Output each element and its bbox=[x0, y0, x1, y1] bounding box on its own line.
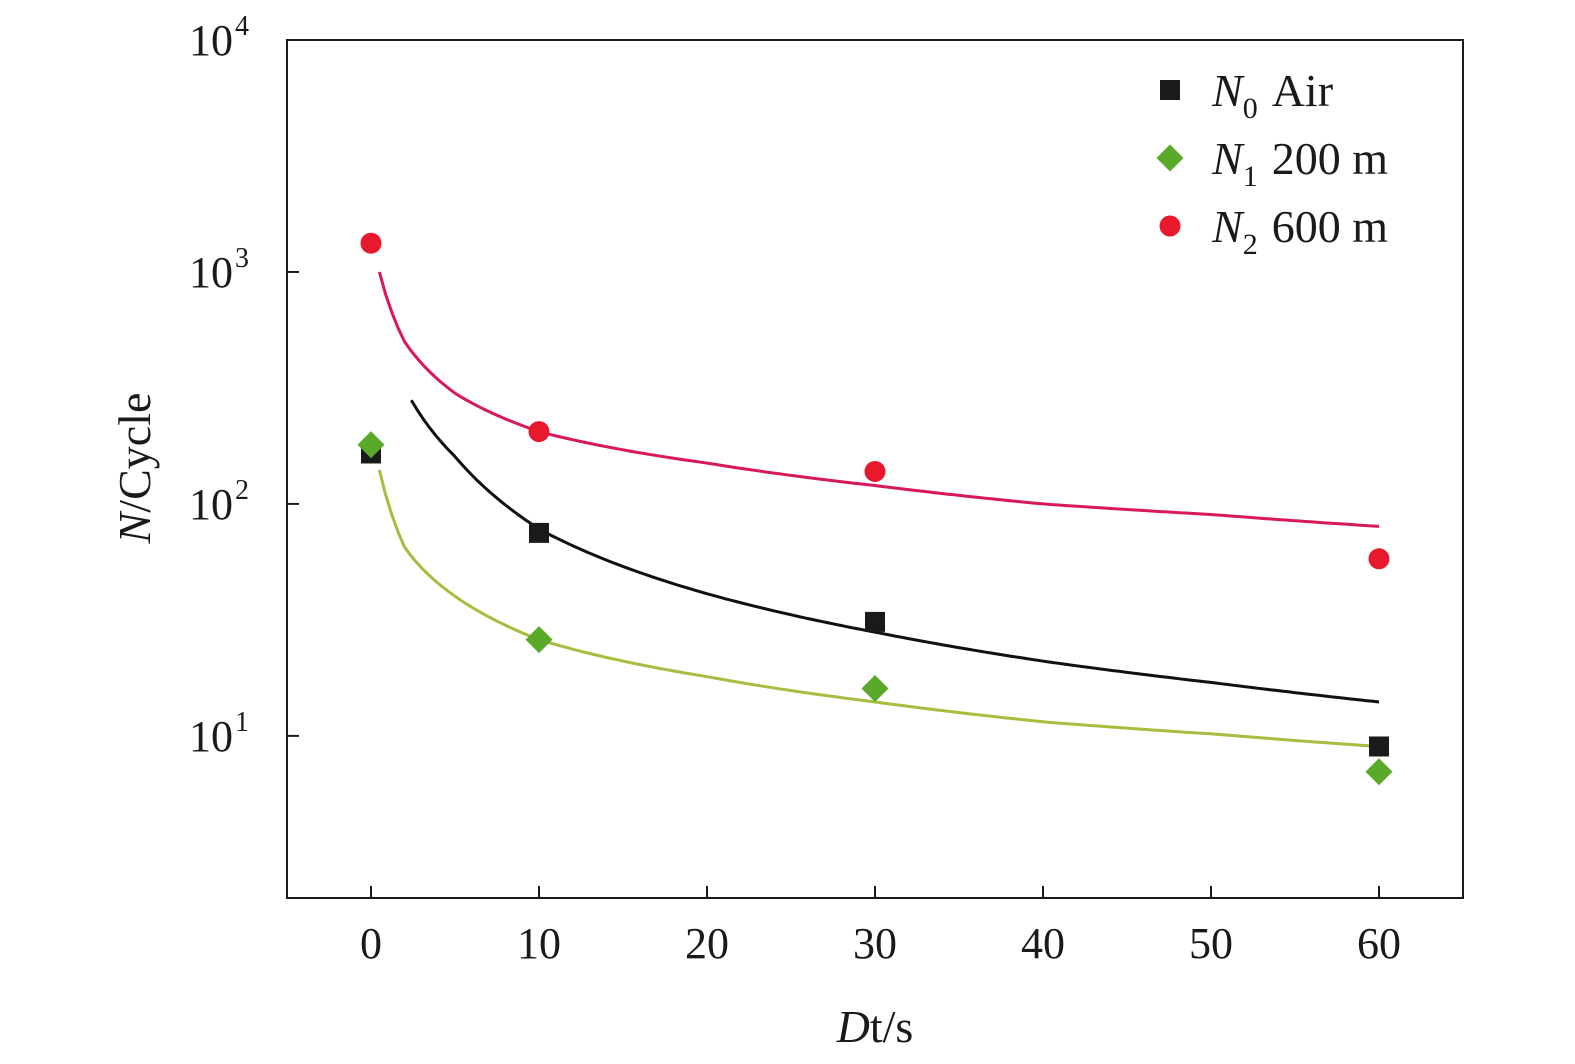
x-tick-label: 40 bbox=[1021, 919, 1065, 968]
y-axis-label-italic: N bbox=[109, 510, 160, 544]
y-tick-label: 102 bbox=[189, 475, 249, 529]
x-axis-label-rest: t/s bbox=[870, 1001, 913, 1052]
y-tick-base: 10 bbox=[189, 16, 233, 65]
y-tick-base: 10 bbox=[189, 480, 233, 529]
legend-label-n2: N2 600 m bbox=[1211, 201, 1388, 261]
legend-label-main: N bbox=[1211, 201, 1245, 252]
y-axis-label-rest: /Cycle bbox=[109, 393, 160, 513]
data-point-n1 bbox=[861, 675, 889, 703]
data-point-n1 bbox=[357, 431, 385, 459]
legend-marker-n1 bbox=[1156, 144, 1184, 172]
legend-label-n1: N1 200 m bbox=[1211, 133, 1388, 193]
legend-label-n0: N0 Air bbox=[1211, 65, 1333, 125]
data-point-n1 bbox=[525, 626, 553, 654]
legend-label-sub: 2 bbox=[1243, 228, 1258, 261]
data-point-n2 bbox=[864, 460, 886, 482]
y-tick-base: 10 bbox=[189, 248, 233, 297]
y-tick-label: 104 bbox=[189, 11, 249, 65]
legend-label-sub: 0 bbox=[1243, 92, 1258, 125]
fit-line-n2 bbox=[377, 271, 1380, 528]
x-tick-label: 50 bbox=[1189, 919, 1233, 968]
data-point-n0 bbox=[865, 611, 885, 632]
x-tick-label: 60 bbox=[1357, 919, 1401, 968]
fit-lines bbox=[377, 271, 1380, 748]
x-axis-label: Dt/s bbox=[836, 1001, 914, 1052]
y-tick-exponent: 3 bbox=[235, 243, 249, 274]
legend-label-sub: 1 bbox=[1243, 160, 1258, 193]
y-tick-exponent: 2 bbox=[235, 475, 249, 506]
x-tick-label: 0 bbox=[360, 919, 382, 968]
y-tick-exponent: 1 bbox=[235, 707, 249, 738]
x-tick-label: 10 bbox=[517, 919, 561, 968]
x-tick-label: 20 bbox=[685, 919, 729, 968]
fit-line-n0 bbox=[410, 399, 1380, 704]
x-axis: 0 10 20 30 40 50 60 bbox=[360, 886, 1401, 968]
y-tick-label: 103 bbox=[189, 243, 249, 297]
y-tick-exponent: 4 bbox=[235, 11, 249, 42]
fit-line-n1 bbox=[377, 469, 1380, 748]
legend-label-rest: 200 m bbox=[1272, 133, 1389, 184]
legend-marker-n0 bbox=[1160, 80, 1180, 100]
legend-label-main: N bbox=[1211, 133, 1245, 184]
legend-label-rest: 600 m bbox=[1272, 201, 1389, 252]
data-points bbox=[357, 232, 1393, 786]
data-point-n2 bbox=[528, 421, 550, 443]
y-tick-label: 101 bbox=[189, 707, 249, 761]
data-point-n0 bbox=[1369, 736, 1389, 757]
legend-marker-n2 bbox=[1159, 215, 1181, 237]
x-tick-label: 30 bbox=[853, 919, 897, 968]
legend-label-rest: Air bbox=[1272, 65, 1333, 116]
y-axis-label: N/Cycle bbox=[109, 393, 160, 545]
data-point-n2 bbox=[1368, 548, 1390, 570]
legend-label-main: N bbox=[1211, 65, 1245, 116]
y-tick-base: 10 bbox=[189, 712, 233, 761]
data-point-n1 bbox=[1365, 758, 1393, 786]
data-point-n2 bbox=[360, 232, 382, 254]
x-axis-label-italic: D bbox=[836, 1001, 870, 1052]
data-point-n0 bbox=[529, 522, 549, 543]
